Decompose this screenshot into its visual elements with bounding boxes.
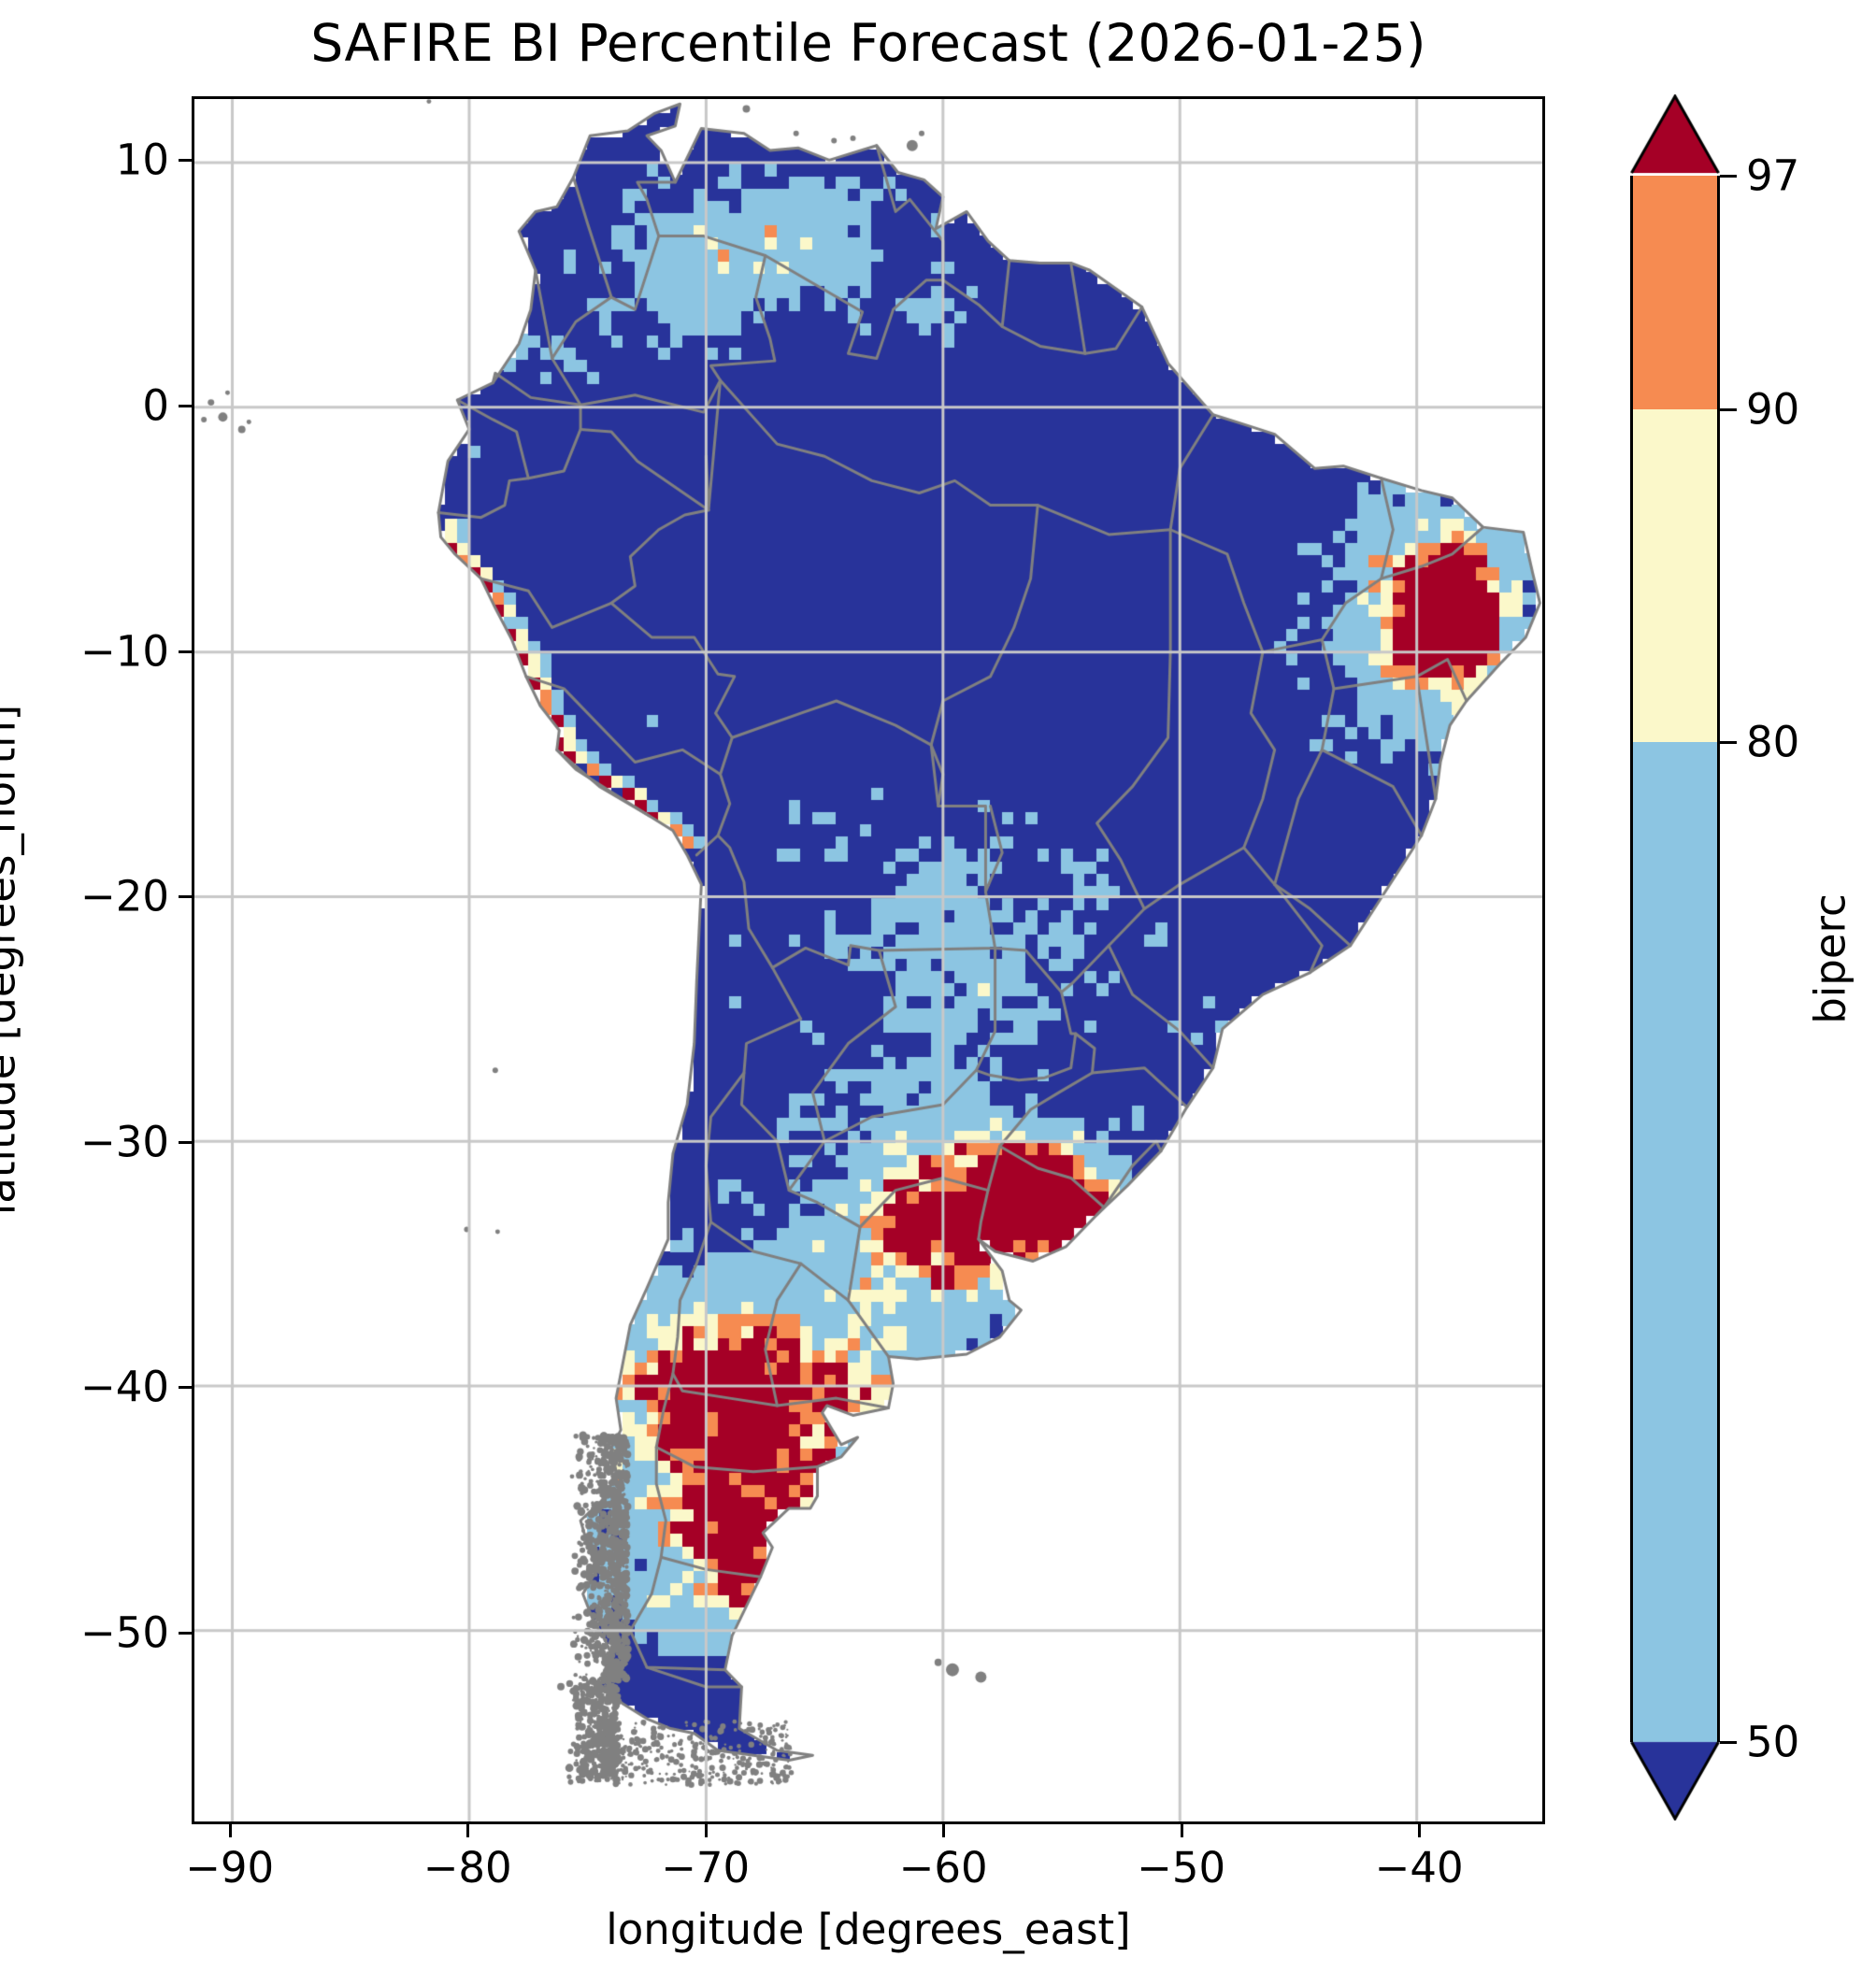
y-axis-label: latitude [degrees_north] bbox=[0, 704, 25, 1216]
x-tick-label: −40 bbox=[1374, 1843, 1464, 1892]
y-tick-mark bbox=[179, 1632, 192, 1635]
colorbar-segment-50-80 bbox=[1630, 742, 1720, 1742]
colorbar-tick-label: 90 bbox=[1746, 384, 1800, 435]
x-tick-label: −60 bbox=[898, 1843, 988, 1892]
colorbar-tick-label: 97 bbox=[1746, 150, 1800, 201]
y-tick-label: 10 bbox=[115, 135, 169, 185]
y-tick-label: −50 bbox=[80, 1607, 169, 1658]
y-tick-label: −10 bbox=[80, 626, 169, 677]
map-gridlines bbox=[194, 99, 1542, 1821]
colorbar-over-arrow bbox=[1630, 94, 1720, 175]
x-axis-label: longitude [degrees_east] bbox=[606, 1905, 1131, 1954]
colorbar-tick-label: 80 bbox=[1746, 717, 1800, 767]
y-tick-mark bbox=[179, 1140, 192, 1144]
x-tick-mark bbox=[1418, 1824, 1422, 1837]
colorbar-segment-80-90 bbox=[1630, 408, 1720, 743]
x-tick-label: −70 bbox=[661, 1843, 751, 1892]
colorbar-tick-mark bbox=[1720, 175, 1737, 178]
y-tick-mark bbox=[179, 650, 192, 653]
x-tick-mark bbox=[466, 1824, 470, 1837]
y-tick-label: −30 bbox=[80, 1117, 169, 1167]
colorbar-tick-mark bbox=[1720, 1741, 1737, 1744]
colorbar-outline bbox=[1630, 176, 1720, 1742]
y-tick-mark bbox=[179, 404, 192, 407]
x-tick-label: −50 bbox=[1137, 1843, 1226, 1892]
x-tick-label: −80 bbox=[422, 1843, 512, 1892]
x-tick-mark bbox=[228, 1824, 232, 1837]
x-tick-mark bbox=[704, 1824, 708, 1837]
y-tick-label: −40 bbox=[80, 1362, 169, 1412]
y-tick-label: −20 bbox=[80, 871, 169, 921]
colorbar-tick-mark bbox=[1720, 741, 1737, 745]
x-tick-mark bbox=[942, 1824, 946, 1837]
colorbar-under-arrow bbox=[1630, 1740, 1720, 1821]
colorbar-tick-mark bbox=[1720, 407, 1737, 411]
colorbar-tick-label: 50 bbox=[1746, 1717, 1800, 1767]
map-axes[interactable] bbox=[192, 96, 1545, 1824]
x-tick-mark bbox=[1180, 1824, 1183, 1837]
y-tick-label: 0 bbox=[142, 380, 169, 431]
y-tick-mark bbox=[179, 895, 192, 899]
y-tick-mark bbox=[179, 1386, 192, 1390]
colorbar-segment-90-97 bbox=[1630, 176, 1720, 409]
colorbar-label: biperc bbox=[1805, 893, 1855, 1024]
x-tick-label: −90 bbox=[185, 1843, 275, 1892]
chart-title: SAFIRE BI Percentile Forecast (2026-01-2… bbox=[310, 13, 1426, 73]
colorbar-gradient bbox=[1630, 176, 1720, 1742]
y-tick-mark bbox=[179, 159, 192, 163]
